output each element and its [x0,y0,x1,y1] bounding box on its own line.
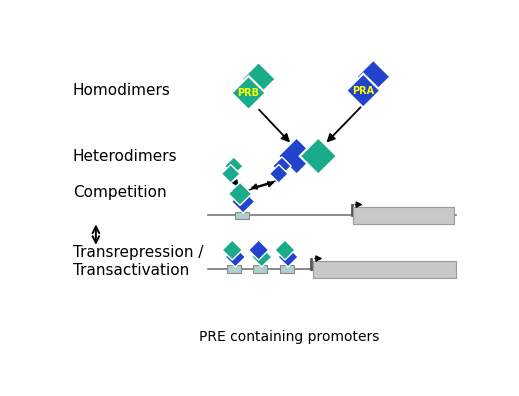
Bar [353,207,454,224]
Text: PRA: PRA [352,86,374,96]
Polygon shape [272,157,291,175]
Bar [280,265,294,273]
Polygon shape [241,62,276,96]
Polygon shape [269,165,288,183]
Polygon shape [299,137,337,175]
Polygon shape [225,157,243,175]
Polygon shape [228,182,252,206]
Text: Heterodimers: Heterodimers [73,148,177,164]
Text: PRE containing promoters: PRE containing promoters [199,330,380,344]
Polygon shape [356,60,390,94]
Text: Homodimers: Homodimers [73,83,171,98]
Polygon shape [222,165,240,183]
Polygon shape [252,247,272,267]
Polygon shape [278,137,315,175]
Bar [227,265,241,273]
Polygon shape [231,76,266,110]
Polygon shape [346,74,380,108]
Polygon shape [222,240,242,260]
Text: Transrepression /
Transactivation: Transrepression / Transactivation [73,246,203,278]
Polygon shape [278,247,298,267]
Bar [313,261,456,278]
Bar [253,265,267,273]
Polygon shape [249,240,269,260]
Polygon shape [225,247,245,267]
Text: PRB: PRB [238,88,260,98]
Polygon shape [231,190,255,213]
Polygon shape [275,240,295,260]
Text: Competition: Competition [73,185,166,200]
Bar [235,211,249,219]
